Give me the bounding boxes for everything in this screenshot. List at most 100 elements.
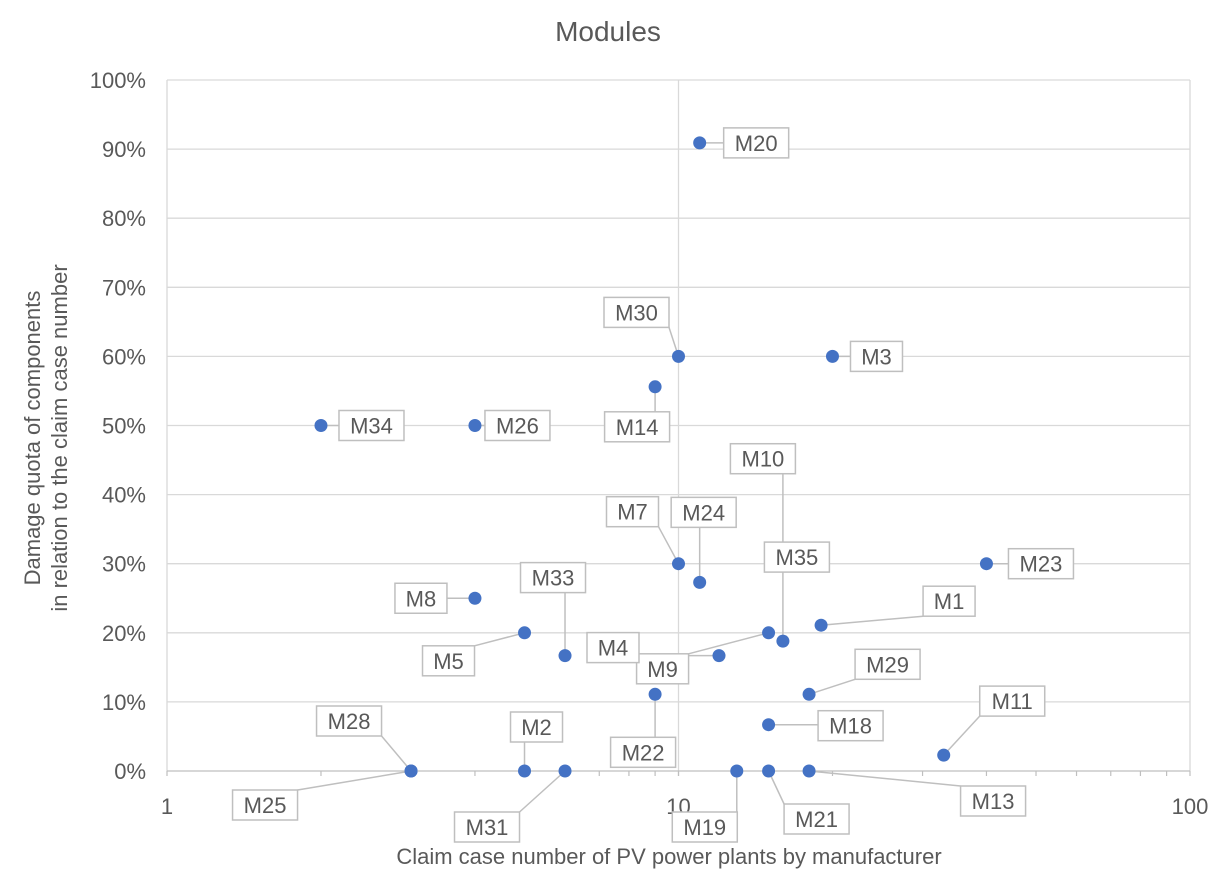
data-label-box: [978, 685, 1046, 717]
data-label-m28: M28: [315, 705, 383, 737]
data-point-m31: [558, 764, 572, 778]
data-label-text: M5: [433, 649, 464, 674]
data-label-m14: M14: [603, 411, 671, 443]
data-label-m10: M10: [729, 442, 797, 475]
data-label-text: M22: [622, 740, 665, 765]
data-point-m2: [518, 764, 532, 778]
data-point-m7: [672, 557, 685, 571]
data-label-text: M8: [406, 586, 437, 611]
data-label-text: M34: [350, 414, 393, 439]
data-label-text: M21: [795, 807, 838, 832]
data-label-box: [922, 585, 976, 617]
data-point-m14: [648, 380, 662, 394]
data-label-text: M19: [683, 815, 726, 840]
y-tick-label: 50%: [102, 414, 146, 439]
data-label-text: M29: [866, 652, 909, 677]
data-label-m25: M25: [231, 789, 299, 821]
data-label-box: [586, 631, 640, 664]
data-point-m13: [802, 764, 816, 778]
data-point-m34: [314, 419, 328, 432]
data-label-m30: M30: [603, 296, 670, 329]
data-label-m23: M23: [1007, 547, 1075, 580]
y-tick-label: 90%: [102, 137, 146, 162]
data-label-text: M35: [776, 545, 819, 570]
label-leader-lines: [297, 142, 1009, 813]
label-leader-line: [519, 770, 566, 813]
y-tick-label: 20%: [102, 621, 146, 646]
data-label-box: [484, 409, 551, 442]
data-point-m30: [672, 349, 685, 363]
label-leader-line: [657, 526, 680, 565]
data-point-m21: [762, 764, 776, 778]
label-leader-line: [297, 770, 412, 791]
data-label-box: [519, 561, 587, 594]
data-label-text: M24: [682, 500, 725, 525]
data-label-box: [394, 582, 448, 614]
data-point-m4: [712, 649, 726, 663]
data-label-box: [763, 541, 831, 573]
label-leader-line: [380, 735, 412, 772]
data-label-box: [231, 789, 299, 821]
data-label-m24: M24: [670, 496, 737, 529]
data-label-m7: M7: [605, 495, 660, 528]
data-label-box: [421, 645, 476, 677]
y-tick-label: 60%: [102, 344, 146, 369]
data-label-text: M28: [328, 709, 371, 734]
data-label-text: M14: [616, 415, 659, 440]
data-label-text: M3: [861, 344, 892, 369]
data-label-m8: M8: [394, 582, 448, 614]
data-point-m18: [762, 718, 776, 732]
chart-title: Modules: [555, 16, 661, 47]
data-label-m11: M11: [978, 685, 1046, 717]
x-axis-title: Claim case number of PV power plants by …: [396, 844, 941, 869]
data-label-text: M1: [934, 589, 965, 614]
y-axis-title-line-2: in relation to the claim case number: [47, 264, 72, 611]
data-label-m20: M20: [722, 127, 790, 159]
data-label-box: [849, 340, 904, 373]
data-label-m35: M35: [763, 541, 831, 573]
data-label-box: [453, 811, 521, 843]
data-label-m33: M33: [519, 561, 587, 594]
data-label-box: [817, 709, 884, 742]
data-label-box: [338, 409, 405, 442]
data-label-m2: M2: [509, 711, 564, 743]
data-point-m5: [518, 626, 532, 640]
y-tick-label: 0%: [114, 759, 146, 784]
data-label-box: [603, 411, 671, 443]
data-label-box: [729, 442, 797, 475]
y-tick-label: 10%: [102, 690, 146, 715]
data-label-m13: M13: [959, 785, 1027, 817]
data-label-box: [722, 127, 790, 159]
label-leader-line: [474, 632, 525, 647]
data-point-m20: [693, 136, 707, 150]
data-label-m9: M9: [635, 653, 690, 685]
data-label-text: M31: [466, 815, 509, 840]
data-label-text: M20: [735, 131, 778, 156]
data-point-m9: [762, 626, 776, 640]
data-label-box: [1007, 547, 1075, 580]
data-point-m24: [693, 575, 707, 589]
data-point-m25: [404, 764, 418, 778]
data-label-text: M4: [598, 636, 629, 661]
data-point-m29: [802, 687, 816, 701]
data-points: [314, 136, 993, 778]
data-point-m33: [558, 649, 572, 663]
y-tick-label: 100%: [90, 68, 146, 93]
data-label-text: M2: [521, 715, 552, 740]
label-leader-line: [688, 632, 769, 655]
data-label-m31: M31: [453, 811, 521, 843]
data-label-box: [783, 803, 850, 835]
data-label-box: [670, 496, 737, 529]
data-label-box: [603, 296, 670, 329]
data-label-box: [959, 785, 1027, 817]
data-label-text: M30: [615, 300, 658, 325]
label-leader-line: [943, 715, 981, 756]
label-leader-line: [808, 678, 856, 696]
data-point-m22: [648, 687, 662, 701]
data-label-m3: M3: [849, 340, 904, 373]
y-tick-label: 80%: [102, 206, 146, 231]
data-label-text: M25: [244, 793, 287, 818]
data-label-m18: M18: [817, 709, 884, 742]
data-label-m26: M26: [484, 409, 551, 442]
